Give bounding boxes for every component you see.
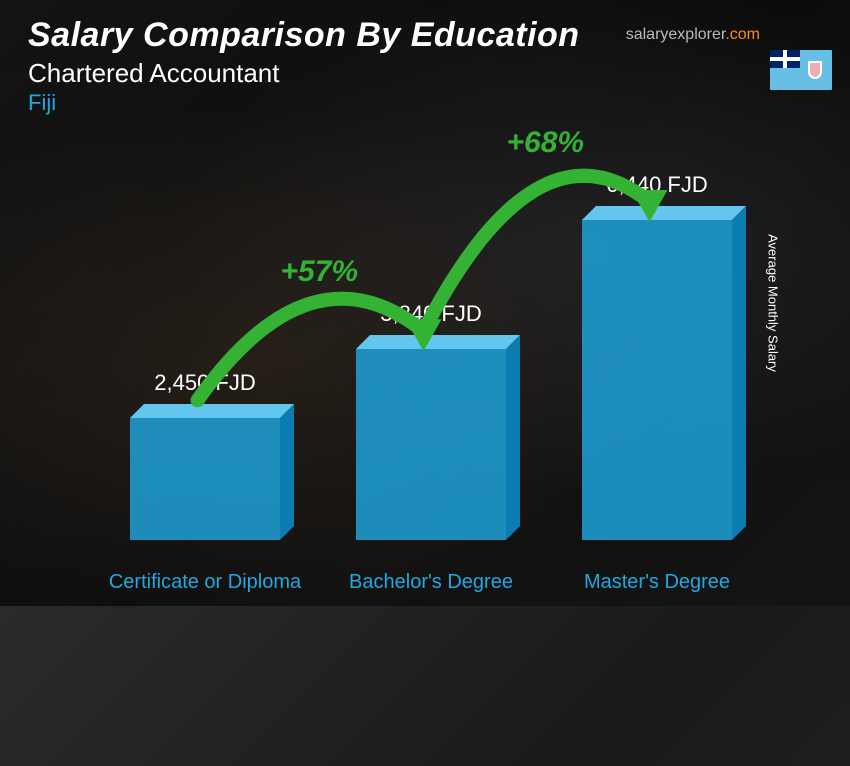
watermark: salaryexplorer.com bbox=[626, 26, 760, 44]
bar-category-label: Bachelor's Degree bbox=[331, 570, 531, 594]
increase-pct-label: +68% bbox=[507, 126, 585, 160]
bar bbox=[356, 349, 506, 540]
bar-category-label: Certificate or Diploma bbox=[105, 570, 305, 594]
bar bbox=[582, 220, 732, 540]
bar-value-label: 2,450 FJD bbox=[115, 370, 295, 396]
bar-value-label: 3,840 FJD bbox=[341, 301, 521, 327]
watermark-text-2: .com bbox=[725, 26, 760, 43]
bar-category-label: Master's Degree bbox=[557, 570, 757, 594]
fiji-flag-icon bbox=[770, 50, 832, 90]
chart-country: Fiji bbox=[28, 90, 56, 116]
bar bbox=[130, 418, 280, 540]
watermark-text-1: salaryexplorer bbox=[626, 26, 726, 43]
y-axis-label: Average Monthly Salary bbox=[766, 234, 781, 372]
chart-subtitle: Chartered Accountant bbox=[28, 58, 280, 89]
bar-value-label: 6,440 FJD bbox=[567, 172, 747, 198]
chart-title: Salary Comparison By Education bbox=[28, 16, 580, 55]
bar-chart: 2,450 FJDCertificate or Diploma3,840 FJD… bbox=[100, 160, 740, 540]
increase-pct-label: +57% bbox=[281, 255, 359, 289]
